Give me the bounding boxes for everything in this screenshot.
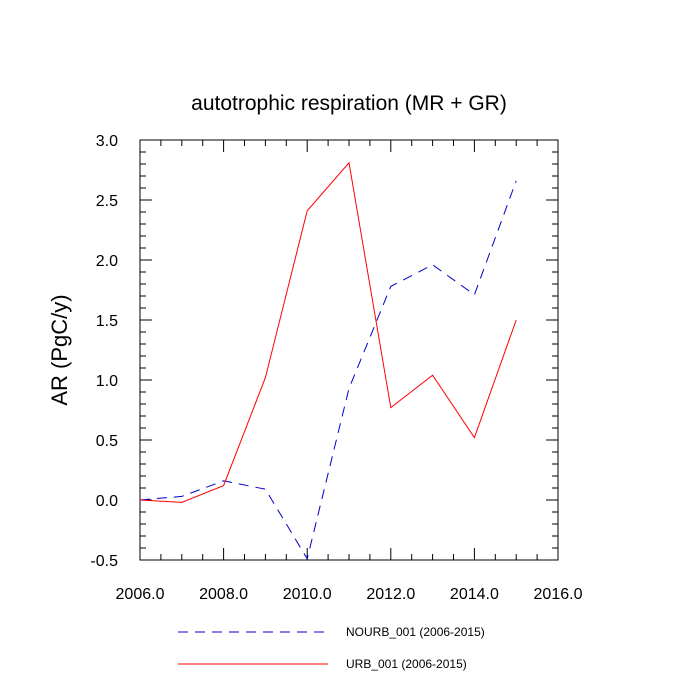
y-tick-label: 2.5 [96,193,118,210]
y-tick-label: 1.5 [96,313,118,330]
x-tick-label: 2006.0 [116,586,165,603]
x-tick-label: 2014.0 [450,586,499,603]
x-tick-label: 2008.0 [199,586,248,603]
y-tick-label: 1.0 [96,373,118,390]
x-tick-label: 2012.0 [366,586,415,603]
series-line-nourb_001 [139,180,517,561]
y-tick-label: 2.0 [96,253,118,270]
y-tick-label: -0.5 [90,553,118,570]
x-tick-label: 2016.0 [534,586,583,603]
chart-title: autotrophic respiration (MR + GR) [191,92,507,115]
y-tick-label: 0.0 [96,493,118,510]
x-tick-label: 2010.0 [283,586,332,603]
plot-frame [139,139,559,561]
y-tick-label: 3.0 [96,133,118,150]
axes: 2006.0 2008.0 2010.0 2012.0 2014.0 2016.0 -0.5… [90,133,582,603]
legend-label: URB_001 (2006-2015) [346,657,467,671]
series-layer [139,161,517,561]
y-tick-label: 0.5 [96,433,118,450]
series-line-urb_001 [139,161,517,503]
legend: NOURB_001 (2006-2015) URB_001 (2006-2015) [178,625,485,671]
legend-label: NOURB_001 (2006-2015) [346,625,485,639]
y-axis-label: AR (PgC/y) [47,294,72,405]
